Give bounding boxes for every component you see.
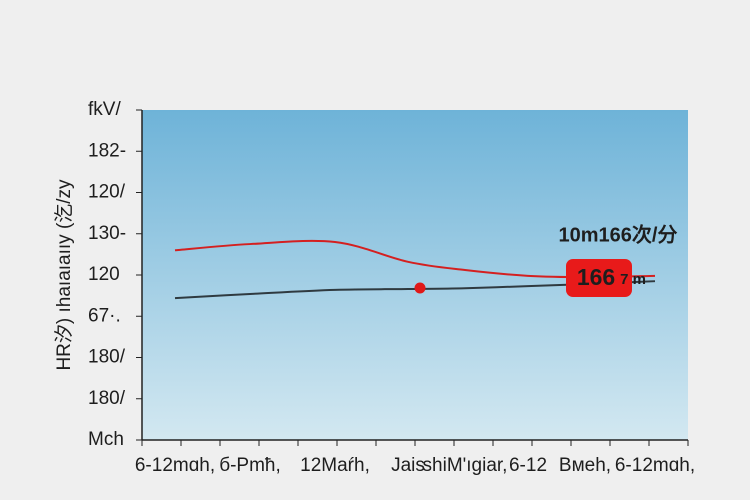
y-tick-label: 182-: [88, 140, 126, 161]
annotation: 10m166次/分: [559, 222, 678, 246]
y-tick-label: 180/: [88, 347, 126, 368]
x-tick-label: 12Maŕh,: [300, 455, 370, 476]
y-axis-title: HR汐) ıhaıaıaııy (汔/zy: [53, 179, 75, 371]
y-tick-label: 130-: [88, 223, 126, 244]
y-tick-label: 67·.: [88, 305, 121, 326]
x-tick-label: Bмeh,: [559, 455, 611, 476]
x-tick-label: 6-12mɑh,: [615, 455, 695, 476]
badge-value: 166: [577, 264, 615, 290]
x-tick-label: Jais: [391, 455, 425, 476]
value-badge: [566, 259, 632, 297]
highlight-dot: [414, 282, 426, 294]
x-tick-label: shiM'ıgiar,: [423, 455, 508, 476]
y-tick-label: fkV/: [88, 99, 121, 120]
y-tick-label: 120/: [88, 182, 126, 203]
x-tick-label: 6-12mɑh,: [135, 455, 215, 476]
x-tick-label: б-Pmħ,: [219, 455, 281, 476]
y-tick-label: 180/: [88, 388, 126, 409]
y-tick-label: Mch: [88, 429, 124, 450]
y-tick-label: 120: [88, 264, 120, 285]
x-tick-label: 6-12: [509, 455, 547, 476]
badge-unit: 7 m: [620, 271, 646, 288]
